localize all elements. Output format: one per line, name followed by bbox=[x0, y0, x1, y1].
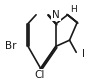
Text: Br: Br bbox=[4, 41, 16, 51]
Text: N: N bbox=[52, 10, 60, 20]
Text: H: H bbox=[70, 5, 77, 14]
Text: Cl: Cl bbox=[35, 70, 45, 80]
Text: Br: Br bbox=[4, 41, 16, 51]
Text: H: H bbox=[70, 5, 77, 14]
Text: I: I bbox=[82, 49, 85, 59]
Text: Cl: Cl bbox=[35, 70, 45, 80]
Text: I: I bbox=[82, 49, 85, 59]
Text: N: N bbox=[52, 10, 60, 20]
